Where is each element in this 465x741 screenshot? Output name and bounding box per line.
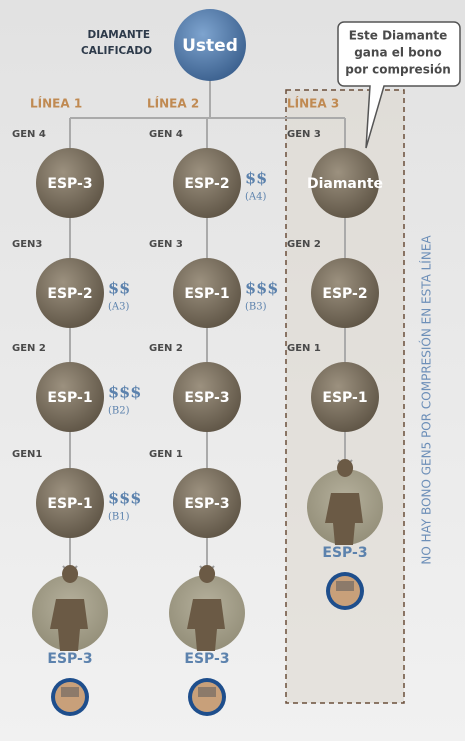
bonus-code: (B3) xyxy=(245,302,267,313)
node-label: Diamante xyxy=(307,176,383,192)
qualifier: DIAMANTE xyxy=(88,29,150,41)
gen-label: GEN 3 xyxy=(287,129,321,140)
bonus-code: (A4) xyxy=(245,192,266,203)
avatar-blur xyxy=(336,581,354,591)
qualifier: CALIFICADO xyxy=(81,45,152,57)
gen-label: GEN 2 xyxy=(12,343,46,354)
callout-text: Este Diamante xyxy=(349,29,448,43)
node-label: ESP-2 xyxy=(184,176,229,192)
end-label: ESP-3 xyxy=(47,651,92,667)
callout-text: por compresión xyxy=(345,63,450,77)
line-label: LÍNEA 1 xyxy=(30,96,82,111)
gen-label: GEN 2 xyxy=(149,343,183,354)
bonus: $$$ xyxy=(108,383,141,402)
gen-label: GEN3 xyxy=(12,239,42,250)
end-label: ESP-3 xyxy=(184,651,229,667)
node-label: ESP-1 xyxy=(47,496,92,512)
side-note: NO HAY BONO GEN5 POR COMPRESIÓN EN ESTA … xyxy=(419,235,434,565)
avatar-blur xyxy=(198,687,216,697)
line-label: LÍNEA 2 xyxy=(147,96,199,111)
bonus: $$ xyxy=(108,279,130,298)
node-label: ESP-3 xyxy=(184,390,229,406)
gen-label: GEN 4 xyxy=(149,129,183,140)
gen-label: GEN 4 xyxy=(12,129,46,140)
gen-label: GEN1 xyxy=(12,449,42,460)
bonus-code: (B2) xyxy=(108,406,130,417)
root-label: Usted xyxy=(182,36,238,56)
node-label: ESP-1 xyxy=(184,286,229,302)
avatar-blur xyxy=(61,687,79,697)
node-label: ESP-3 xyxy=(47,176,92,192)
callout-text: gana el bono xyxy=(354,46,442,60)
end-label: ESP-3 xyxy=(322,545,367,561)
gen-label: GEN 2 xyxy=(287,239,321,250)
bonus: $$$ xyxy=(245,279,278,298)
gen-label: GEN 1 xyxy=(287,343,321,354)
bonus-code: (B1) xyxy=(108,512,130,523)
node-label: ESP-1 xyxy=(47,390,92,406)
node-label: ESP-1 xyxy=(322,390,367,406)
bonus: $$ xyxy=(245,169,267,188)
gen-label: GEN 3 xyxy=(149,239,183,250)
bonus: $$$ xyxy=(108,489,141,508)
diagram: Usted DIAMANTE CALIFICADO Este Diamante … xyxy=(0,0,465,741)
node-label: ESP-2 xyxy=(322,286,367,302)
node-label: ESP-2 xyxy=(47,286,92,302)
node-label: ESP-3 xyxy=(184,496,229,512)
gen-label: GEN 1 xyxy=(149,449,183,460)
line-label: LÍNEA 3 xyxy=(287,96,339,111)
bonus-code: (A3) xyxy=(108,302,129,313)
